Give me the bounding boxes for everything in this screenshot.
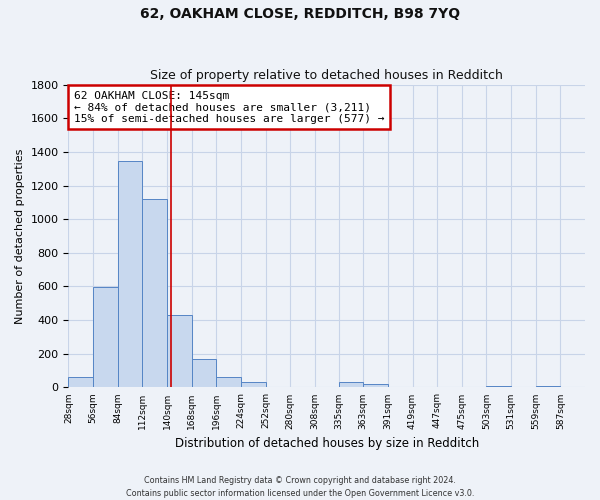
Y-axis label: Number of detached properties: Number of detached properties: [15, 148, 25, 324]
Bar: [167, 315, 191, 388]
Text: 62, OAKHAM CLOSE, REDDITCH, B98 7YQ: 62, OAKHAM CLOSE, REDDITCH, B98 7YQ: [140, 8, 460, 22]
Bar: [68, 378, 93, 388]
Bar: [241, 382, 266, 388]
Bar: [216, 378, 241, 388]
Bar: [363, 384, 388, 388]
Title: Size of property relative to detached houses in Redditch: Size of property relative to detached ho…: [150, 69, 503, 82]
Bar: [338, 382, 363, 388]
X-axis label: Distribution of detached houses by size in Redditch: Distribution of detached houses by size …: [175, 437, 479, 450]
Bar: [118, 161, 142, 388]
Bar: [191, 359, 216, 388]
Text: Contains HM Land Registry data © Crown copyright and database right 2024.
Contai: Contains HM Land Registry data © Crown c…: [126, 476, 474, 498]
Bar: [487, 386, 511, 388]
Bar: [142, 199, 167, 388]
Bar: [536, 386, 560, 388]
Text: 62 OAKHAM CLOSE: 145sqm
← 84% of detached houses are smaller (3,211)
15% of semi: 62 OAKHAM CLOSE: 145sqm ← 84% of detache…: [74, 90, 384, 124]
Bar: [93, 287, 118, 388]
